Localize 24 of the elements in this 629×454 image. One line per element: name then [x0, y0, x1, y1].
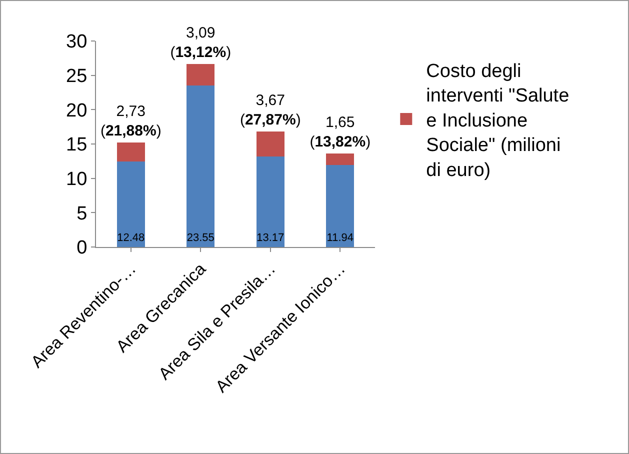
data-label: 3,67 (27,87%) [240, 92, 301, 128]
data-label: 1,65 (13,82%) [310, 114, 371, 151]
y-tick-label: 0 [76, 238, 88, 259]
bar [256, 156, 284, 247]
bar [116, 161, 145, 247]
y-tick-label: 10 [66, 168, 88, 190]
y-tick-label: 20 [66, 100, 88, 122]
data-label: 12.48 [117, 232, 145, 244]
y-tick-label: 25 [66, 66, 88, 87]
data-label: 3,09 (13,12%) [170, 24, 232, 62]
bar [326, 154, 354, 166]
bar [116, 142, 145, 162]
bar [326, 165, 354, 247]
y-tick-label: 30 [66, 32, 88, 53]
data-label: 11.94 [326, 232, 354, 244]
y-tick-label: 15 [66, 134, 88, 156]
bar [186, 64, 215, 86]
data-label: 23.55 [186, 232, 214, 244]
y-tick-label: 5 [76, 203, 88, 224]
bar [186, 85, 215, 247]
data-label: 2,73 (21,88%) [100, 103, 162, 140]
legend-label: Costo degli interventi "Salute e Inclusione Sociale" (milioni di euro) [426, 61, 570, 181]
data-label: 13.17 [256, 232, 284, 244]
bar [256, 131, 284, 157]
